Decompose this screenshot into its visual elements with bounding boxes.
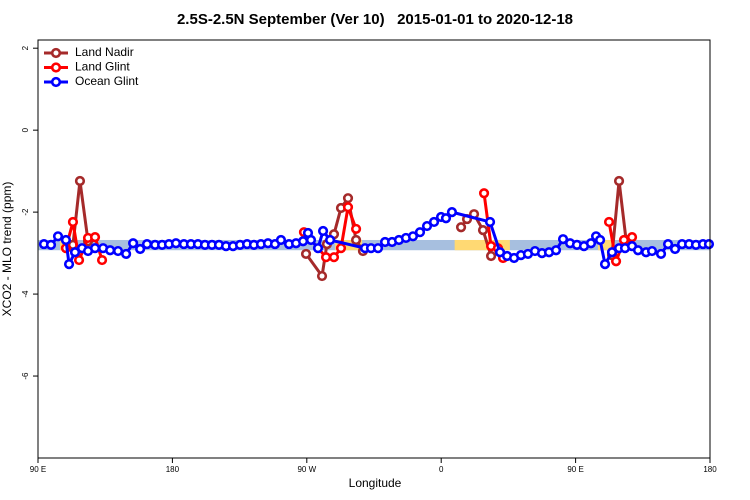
data-point <box>317 225 329 237</box>
data-point <box>613 175 625 187</box>
y-tick-label: -2 <box>21 208 30 216</box>
data-point <box>477 225 489 236</box>
data-point <box>63 259 75 270</box>
data-point <box>618 234 630 246</box>
x-tick-label: 90 E <box>567 465 583 474</box>
y-axis-label: XCO2 - MLO trend (ppm) <box>0 182 14 317</box>
data-point <box>320 252 332 263</box>
data-point <box>446 207 458 218</box>
data-point <box>703 238 715 250</box>
data-point <box>440 213 452 224</box>
data-point <box>135 243 146 255</box>
data-point <box>594 234 606 246</box>
data-point <box>407 231 419 242</box>
data-point <box>89 243 101 254</box>
data-point <box>170 238 182 249</box>
data-point <box>455 222 467 233</box>
data-point <box>484 216 496 228</box>
data-point <box>585 238 597 249</box>
data-point <box>669 243 681 255</box>
data-point <box>305 234 317 246</box>
data-point <box>141 238 153 250</box>
plot-frame <box>37 39 711 459</box>
legend-marker <box>50 47 62 59</box>
data-point <box>485 250 497 262</box>
data-point <box>421 220 433 232</box>
data-point <box>655 248 667 260</box>
data-point <box>632 245 644 256</box>
y-tick-label: -4 <box>21 290 30 298</box>
legend-label: Ocean Glint <box>75 74 139 88</box>
data-point <box>335 243 347 254</box>
data-point <box>478 188 490 199</box>
x-tick-label: 0 <box>439 465 444 474</box>
y-tick-label: 2 <box>21 45 30 50</box>
legend-label: Land Nadir <box>75 45 134 59</box>
data-point <box>67 216 79 228</box>
data-point <box>312 243 324 254</box>
data-point <box>73 254 85 266</box>
data-point <box>414 227 426 238</box>
data-point <box>105 245 116 256</box>
data-point <box>610 256 622 267</box>
data-point <box>112 245 124 257</box>
data-point <box>342 193 354 204</box>
x-tick-label: 90 E <box>30 465 46 474</box>
data-point <box>60 234 72 246</box>
x-tick-label: 180 <box>703 465 717 474</box>
data-point <box>74 175 86 187</box>
data-point <box>316 270 328 282</box>
data-point <box>342 202 354 213</box>
data-point <box>606 247 618 258</box>
y-tick-label: 0 <box>21 127 30 132</box>
data-point <box>662 238 674 250</box>
data-point <box>557 234 569 245</box>
data-point <box>603 216 615 228</box>
x-tick-label: 90 W <box>297 465 316 474</box>
data-point <box>128 238 139 249</box>
data-point <box>646 245 658 257</box>
data-point <box>69 247 81 258</box>
data-point <box>52 231 64 242</box>
data-point <box>275 234 287 246</box>
data-point <box>121 248 132 260</box>
x-axis-label: Longitude <box>349 476 402 490</box>
data-point <box>372 243 384 254</box>
data-point <box>324 234 336 246</box>
data-point <box>89 232 101 243</box>
data-point <box>297 236 309 247</box>
y-tick-label: -6 <box>21 372 30 380</box>
data-point <box>328 252 340 263</box>
data-point <box>550 245 562 256</box>
data-point <box>428 216 440 228</box>
data-point <box>599 259 611 270</box>
data-point <box>350 234 362 246</box>
shaded-region <box>598 239 615 251</box>
x-tick-label: 180 <box>166 465 180 474</box>
legend-label: Land Glint <box>75 60 130 74</box>
data-point <box>350 223 362 235</box>
shaded-region <box>454 239 510 251</box>
chart-title: 2.5S-2.5N September (Ver 10) 2015-01-01 … <box>177 11 573 28</box>
data-point <box>45 239 57 251</box>
data-point <box>300 248 312 260</box>
legend-marker <box>50 62 62 73</box>
data-point <box>96 254 108 266</box>
data-point <box>626 232 638 243</box>
legend-marker <box>50 76 62 88</box>
